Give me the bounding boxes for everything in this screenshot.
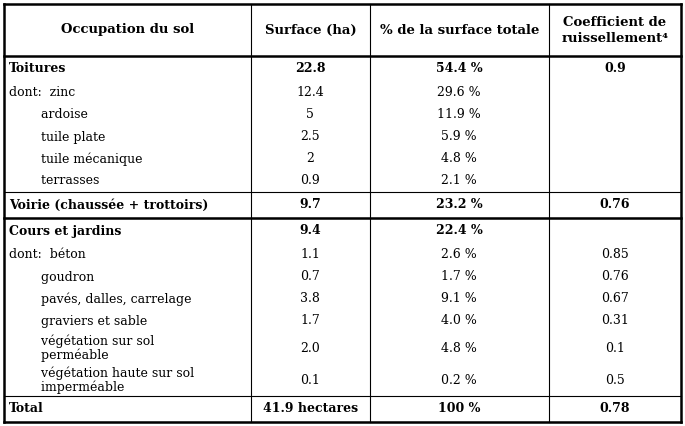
Text: 41.9 hectares: 41.9 hectares bbox=[263, 403, 358, 415]
Text: tuile plate: tuile plate bbox=[9, 130, 105, 144]
Text: 0.76: 0.76 bbox=[601, 271, 629, 283]
Text: 0.67: 0.67 bbox=[601, 293, 629, 305]
Text: Toitures: Toitures bbox=[9, 63, 66, 75]
Text: 2.0: 2.0 bbox=[301, 342, 320, 354]
Text: 22.4 %: 22.4 % bbox=[436, 225, 483, 238]
Text: 0.78: 0.78 bbox=[600, 403, 630, 415]
Text: 2.5: 2.5 bbox=[301, 130, 320, 144]
Text: 0.9: 0.9 bbox=[301, 175, 320, 187]
Text: % de la surface totale: % de la surface totale bbox=[379, 23, 539, 37]
Text: 5.9 %: 5.9 % bbox=[441, 130, 477, 144]
Text: 0.7: 0.7 bbox=[301, 271, 320, 283]
Text: 4.8 %: 4.8 % bbox=[441, 153, 477, 165]
Text: ardoise: ardoise bbox=[9, 109, 88, 121]
Text: 1.7: 1.7 bbox=[301, 314, 320, 328]
Text: imperméable: imperméable bbox=[9, 380, 125, 394]
Text: 0.5: 0.5 bbox=[605, 374, 625, 386]
Text: végétation haute sur sol: végétation haute sur sol bbox=[9, 367, 194, 380]
Text: 2.6 %: 2.6 % bbox=[441, 248, 477, 262]
Text: 5: 5 bbox=[306, 109, 314, 121]
Text: 54.4 %: 54.4 % bbox=[436, 63, 483, 75]
Text: 4.8 %: 4.8 % bbox=[441, 342, 477, 354]
Text: dont:  béton: dont: béton bbox=[9, 248, 86, 262]
Text: 0.1: 0.1 bbox=[605, 342, 625, 354]
Text: perméable: perméable bbox=[9, 348, 109, 362]
Text: 4.0 %: 4.0 % bbox=[441, 314, 477, 328]
Text: tuile mécanique: tuile mécanique bbox=[9, 152, 142, 166]
Text: 0.85: 0.85 bbox=[601, 248, 629, 262]
Text: Surface (ha): Surface (ha) bbox=[264, 23, 356, 37]
Text: 29.6 %: 29.6 % bbox=[438, 86, 481, 100]
Text: 11.9 %: 11.9 % bbox=[438, 109, 481, 121]
Text: Voirie (chaussée + trottoirs): Voirie (chaussée + trottoirs) bbox=[9, 199, 208, 211]
Text: 0.9: 0.9 bbox=[604, 63, 626, 75]
Text: Total: Total bbox=[9, 403, 44, 415]
Text: 0.1: 0.1 bbox=[301, 374, 321, 386]
Text: 3.8: 3.8 bbox=[301, 293, 321, 305]
Text: pavés, dalles, carrelage: pavés, dalles, carrelage bbox=[9, 292, 192, 306]
Text: 0.2 %: 0.2 % bbox=[441, 374, 477, 386]
Text: Coefficient de
ruissellement⁴: Coefficient de ruissellement⁴ bbox=[562, 15, 669, 44]
Text: goudron: goudron bbox=[9, 271, 95, 283]
Text: 1.7 %: 1.7 % bbox=[441, 271, 477, 283]
Text: Occupation du sol: Occupation du sol bbox=[61, 23, 194, 37]
Text: 2.1 %: 2.1 % bbox=[441, 175, 477, 187]
Text: 1.1: 1.1 bbox=[301, 248, 321, 262]
Text: végétation sur sol: végétation sur sol bbox=[9, 335, 154, 348]
Text: terrasses: terrasses bbox=[9, 175, 99, 187]
Text: 9.1 %: 9.1 % bbox=[441, 293, 477, 305]
Text: 0.31: 0.31 bbox=[601, 314, 629, 328]
Text: graviers et sable: graviers et sable bbox=[9, 314, 147, 328]
Text: 9.7: 9.7 bbox=[299, 199, 321, 211]
Text: 12.4: 12.4 bbox=[297, 86, 324, 100]
Text: 9.4: 9.4 bbox=[299, 225, 321, 238]
Text: 100 %: 100 % bbox=[438, 403, 480, 415]
Text: 0.76: 0.76 bbox=[600, 199, 630, 211]
Text: Cours et jardins: Cours et jardins bbox=[9, 225, 121, 238]
Text: 2: 2 bbox=[306, 153, 314, 165]
Text: 23.2 %: 23.2 % bbox=[436, 199, 483, 211]
Text: dont:  zinc: dont: zinc bbox=[9, 86, 75, 100]
Text: 22.8: 22.8 bbox=[295, 63, 325, 75]
